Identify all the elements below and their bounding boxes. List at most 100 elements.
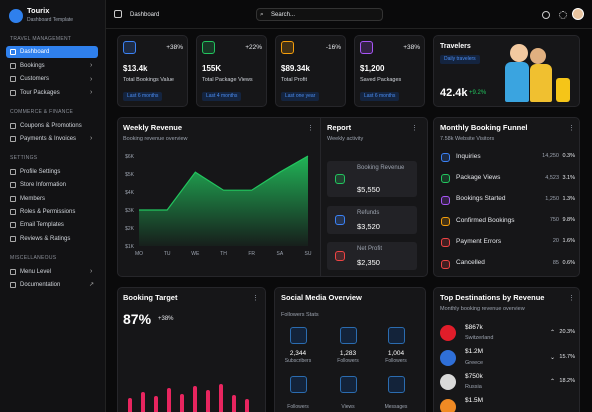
nav-item[interactable]: Payments & Invoices — [20, 135, 77, 142]
stat-change: +38% — [166, 43, 183, 51]
target-bar — [245, 399, 249, 412]
social-count: 1,283 — [339, 350, 357, 357]
target-bar — [141, 392, 145, 412]
flag — [440, 349, 456, 366]
icon — [202, 41, 215, 54]
nav-icon — [10, 49, 16, 56]
avatar[interactable] — [572, 8, 584, 20]
social-count: 2,344 — [289, 350, 307, 357]
nav-item[interactable]: Tour Packages — [20, 89, 60, 96]
card-subtitle: Followers Stats — [281, 312, 319, 319]
icon — [388, 327, 405, 344]
nav-icon — [10, 89, 16, 96]
search-box[interactable] — [256, 8, 383, 21]
icon — [281, 41, 294, 54]
menu-button: ⋮ — [252, 294, 259, 302]
funnel-label: Payment Errors — [456, 237, 502, 245]
nav-item[interactable]: Roles & Permissions — [20, 209, 76, 215]
funnel-label: Bookings Started — [456, 195, 506, 203]
nav-item[interactable]: Store Information — [20, 182, 67, 189]
stat-label: Saved Packages — [360, 77, 402, 84]
illustration — [510, 44, 528, 62]
target-change: +38% — [158, 316, 174, 322]
illustration — [530, 64, 552, 102]
settings-button[interactable] — [559, 11, 567, 19]
nav-item[interactable]: Coupons & Promotions — [20, 122, 82, 129]
nav-item[interactable]: Customers — [20, 76, 50, 83]
icon — [290, 327, 307, 344]
nav-item[interactable]: Dashboard — [20, 49, 50, 56]
icon — [441, 174, 450, 184]
trend-arrow: ⌄ — [550, 354, 556, 361]
card-title: Social Media Overview — [281, 293, 362, 303]
target-bar — [232, 395, 236, 412]
theme-button[interactable] — [542, 11, 550, 19]
nav-item[interactable]: Documentation — [20, 282, 61, 289]
report-label: Net Profit — [357, 246, 383, 252]
report-label: Booking Revenue — [357, 165, 405, 171]
nav-icon — [10, 222, 16, 229]
report-item — [327, 206, 417, 234]
funnel-percent: 0.6% — [562, 259, 575, 266]
social-label: Followers — [337, 358, 359, 364]
funnel-label: Package Views — [456, 174, 501, 182]
travelers-badge: Daily travelers — [440, 55, 480, 64]
nav-item[interactable]: Members — [20, 195, 46, 202]
funnel-label: Inquiries — [456, 152, 481, 160]
topbar — [106, 0, 592, 29]
destination-change: 20.3% — [559, 329, 575, 336]
destination-value: $1.5M — [465, 397, 484, 405]
card-subtitle: Booking revenue overview — [123, 136, 188, 143]
card-title: Monthly Booking Funnel — [440, 123, 528, 133]
chevron: › — [90, 135, 93, 143]
page-title: Dashboard — [130, 12, 160, 18]
target-bar — [154, 396, 158, 412]
stat-label: Total Profit — [281, 77, 307, 84]
menu-button: ⋮ — [568, 124, 575, 132]
stat-period: Last 4 months — [202, 92, 242, 101]
brand-subtitle: Dashboard Template — [27, 16, 74, 23]
search-placeholder: Search... — [271, 12, 296, 18]
stat-change: +22% — [245, 43, 262, 51]
funnel-percent: 0.3% — [562, 153, 575, 160]
target-bar — [219, 384, 223, 412]
card-title: Top Destinations by Revenue — [440, 293, 545, 303]
chevron: › — [90, 89, 93, 97]
stat-period: Last 6 months — [123, 92, 163, 101]
icon — [441, 195, 450, 205]
trend-arrow: ⌃ — [550, 330, 556, 336]
nav-item[interactable]: Reviews & Ratings — [20, 235, 71, 242]
funnel-count: 4,523 — [545, 174, 559, 181]
sidebar-toggle[interactable] — [114, 10, 122, 18]
card-subtitle: 7.58k Website Visitors — [440, 136, 495, 143]
section-title: COMMERCE & FINANCE — [10, 108, 74, 115]
logo — [9, 9, 23, 23]
icon — [340, 376, 357, 393]
target-bar — [167, 388, 171, 412]
illustration — [556, 78, 570, 102]
icon — [123, 41, 136, 54]
card — [117, 287, 266, 412]
social-label: Followers — [385, 358, 407, 364]
nav-item[interactable]: Bookings — [20, 62, 45, 69]
stat-value: 155K — [202, 64, 222, 73]
icon — [388, 376, 405, 393]
icon — [441, 259, 450, 269]
icon — [290, 376, 307, 393]
nav-item[interactable]: Menu Level — [20, 268, 52, 275]
nav-icon — [10, 76, 16, 83]
social-label: Followers — [287, 404, 309, 410]
nav-item[interactable]: Profile Settings — [20, 168, 61, 175]
funnel-count: 14,250 — [542, 153, 559, 160]
divider — [320, 118, 321, 276]
section-title: TRAVEL MANAGEMENT — [10, 35, 72, 42]
target-bar — [206, 390, 210, 412]
report-subtitle: Weekly activity — [327, 136, 364, 143]
nav-icon — [10, 122, 16, 129]
nav-item[interactable]: Email Templates — [20, 222, 64, 229]
funnel-count: 20 — [552, 238, 559, 245]
stat-change: +38% — [403, 43, 420, 51]
target-bar — [193, 386, 197, 412]
nav-icon — [10, 135, 16, 142]
